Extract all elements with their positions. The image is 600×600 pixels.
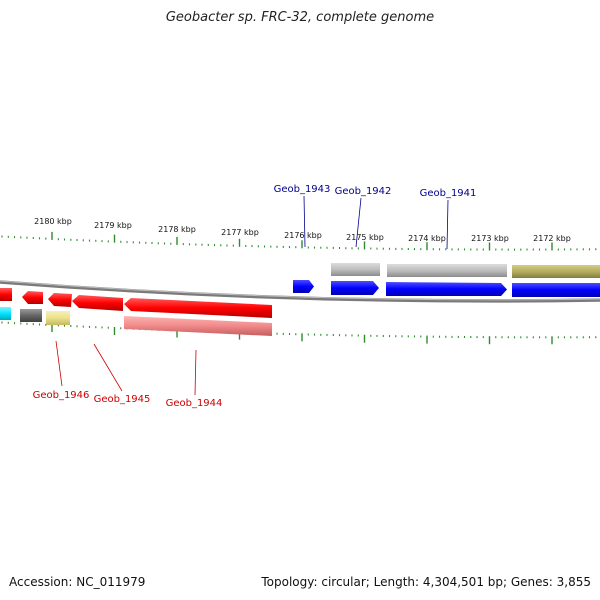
cog-block[interactable] [387,264,507,277]
gene-callouts: Geob_1943 Geob_1942 Geob_1941 Geob_1946 … [33,184,477,409]
label-geob-1944[interactable]: Geob_1944 [166,398,223,409]
ruler-label-2174: 2174 kbp [408,234,446,243]
genome-backbone [0,280,600,303]
cog-block[interactable] [124,316,272,336]
cog-block[interactable] [331,263,380,276]
gene-geob-1941[interactable] [386,282,507,296]
inner-tick-ring [1,321,597,345]
cog-block[interactable] [46,311,70,325]
label-geob-1943[interactable]: Geob_1943 [274,184,331,195]
cog-block[interactable] [512,265,600,278]
cog-block[interactable] [0,307,11,320]
gene-cds-block[interactable] [0,288,12,301]
label-geob-1942[interactable]: Geob_1942 [335,186,392,197]
gene-geob-1942[interactable] [331,281,379,295]
gene-geob-1945[interactable] [72,295,123,311]
ruler-label-2176: 2176 kbp [284,231,322,240]
ruler-label-2179: 2179 kbp [94,221,132,230]
gene-geob-1946[interactable] [48,293,72,307]
label-geob-1945[interactable]: Geob_1945 [94,394,151,405]
label-geob-1946[interactable]: Geob_1946 [33,390,90,401]
ruler-labels: 2180 kbp 2179 kbp 2178 kbp 2177 kbp 2176… [34,217,571,243]
gene-cds-block[interactable] [512,283,600,297]
forward-cds-track [293,280,600,297]
ruler-label-2172: 2172 kbp [533,234,571,243]
genome-stats-text: Topology: circular; Length: 4,304,501 bp… [261,575,591,589]
reverse-cds-track [0,288,272,318]
outer-tick-ring [1,231,597,251]
ruler-label-2173: 2173 kbp [471,234,509,243]
ruler-label-2178: 2178 kbp [158,225,196,234]
lower-cog-track [0,307,272,336]
ruler-label-2177: 2177 kbp [221,228,259,237]
ruler-label-2180: 2180 kbp [34,217,72,226]
ruler-label-2175: 2175 kbp [346,233,384,242]
cog-block[interactable] [20,309,42,322]
gene-geob-1943[interactable] [293,280,314,293]
gene-cds-block[interactable] [22,291,43,304]
label-geob-1941[interactable]: Geob_1941 [420,188,477,199]
map-title: Geobacter sp. FRC-32, complete genome [165,10,435,25]
accession-text: Accession: NC_011979 [9,575,146,589]
upper-cog-track [331,263,600,278]
gene-geob-1944[interactable] [124,298,272,318]
